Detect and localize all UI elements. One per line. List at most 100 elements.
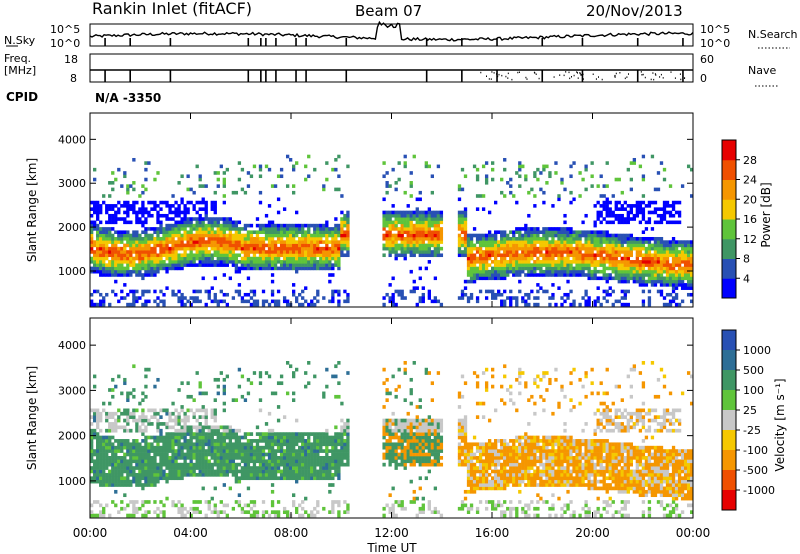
power-cell	[626, 167, 630, 172]
velocity-cell	[126, 479, 130, 484]
velocity-cell	[267, 459, 272, 464]
power-cell	[578, 302, 582, 307]
power-cell	[228, 230, 232, 234]
velocity-cell	[279, 476, 284, 481]
velocity-cell	[120, 506, 124, 511]
power-cell	[599, 250, 603, 254]
power-cell	[475, 296, 480, 300]
velocity-cell	[198, 445, 202, 450]
power-cell	[310, 240, 314, 244]
power-cell	[409, 269, 413, 274]
velocity-cell	[129, 442, 133, 447]
velocity-cell	[316, 449, 320, 453]
power-cell	[186, 260, 190, 264]
velocity-cell	[147, 466, 151, 470]
power-cell	[96, 210, 100, 215]
power-cell	[463, 210, 468, 215]
power-cell	[560, 243, 564, 248]
power-cell	[216, 171, 220, 175]
velocity-cell	[298, 472, 302, 477]
power-cell	[138, 246, 142, 251]
power-cell	[171, 260, 175, 264]
power-cell	[533, 263, 537, 267]
velocity-cell	[316, 442, 320, 447]
power-cell	[412, 236, 416, 241]
velocity-cell	[144, 456, 148, 460]
power-cell	[102, 263, 106, 267]
power-cell	[391, 236, 395, 241]
power-cell	[530, 240, 534, 244]
power-cell	[421, 220, 425, 225]
power-cell	[129, 256, 133, 261]
power-cell	[159, 256, 163, 261]
power-cell	[108, 263, 112, 267]
power-cell	[162, 230, 166, 234]
power-cell	[240, 256, 245, 261]
power-cell	[319, 223, 323, 228]
power-cell	[93, 240, 97, 244]
power-cell	[258, 250, 263, 254]
power-cell	[472, 243, 477, 248]
power-cell	[566, 266, 570, 271]
power-cell	[246, 240, 251, 244]
power-cell	[255, 250, 260, 254]
velocity-cell	[201, 472, 205, 477]
velocity-cell	[216, 510, 220, 514]
nave-dot	[526, 78, 528, 80]
power-cell	[403, 240, 407, 244]
power-cell	[252, 246, 257, 251]
power-cell	[138, 220, 142, 225]
power-cell	[683, 253, 688, 258]
power-cell	[427, 233, 431, 238]
power-cell	[475, 240, 480, 244]
velocity-cell	[234, 428, 239, 433]
power-cell	[521, 164, 525, 169]
power-cell	[174, 263, 178, 267]
velocity-cell	[301, 462, 305, 467]
power-cell	[316, 223, 320, 228]
velocity-cell	[316, 462, 320, 467]
velocity-cell	[243, 398, 248, 403]
power-cell	[198, 246, 202, 251]
power-cell	[472, 253, 477, 258]
power-cell	[406, 243, 410, 248]
velocity-cell	[282, 456, 287, 460]
power-cell	[620, 243, 624, 248]
power-cell	[572, 250, 576, 254]
velocity-cell	[240, 456, 245, 460]
velocity-cell	[117, 459, 121, 464]
velocity-cell	[270, 483, 275, 487]
velocity-cell	[99, 442, 103, 447]
power-cell	[530, 289, 534, 294]
power-cell	[665, 220, 670, 225]
velocity-cell	[261, 445, 266, 450]
velocity-cell	[237, 442, 242, 447]
velocity-cell	[90, 422, 94, 426]
velocity-cell	[210, 408, 214, 413]
power-cell	[129, 220, 133, 225]
power-cell	[325, 246, 329, 251]
power-cell	[313, 227, 317, 231]
power-cell	[288, 233, 293, 238]
power-cell	[536, 167, 540, 172]
power-cell	[503, 233, 507, 238]
nave-dot	[507, 77, 509, 79]
power-cell	[575, 266, 579, 271]
power-cell	[340, 250, 344, 254]
power-cell	[255, 236, 260, 241]
power-cell	[572, 253, 576, 258]
velocity-cell	[228, 425, 232, 430]
power-cell	[599, 240, 603, 244]
power-cell	[298, 260, 302, 264]
power-cell	[249, 236, 254, 241]
power-cell	[463, 233, 468, 238]
power-cell	[680, 286, 685, 290]
power-cell	[222, 200, 226, 205]
velocity-cell	[90, 479, 94, 484]
velocity-cell	[192, 472, 196, 477]
power-cell	[295, 240, 299, 244]
power-cell	[587, 302, 591, 307]
power-cell	[264, 164, 269, 169]
velocity-cell	[216, 435, 220, 440]
power-cell	[313, 246, 317, 251]
